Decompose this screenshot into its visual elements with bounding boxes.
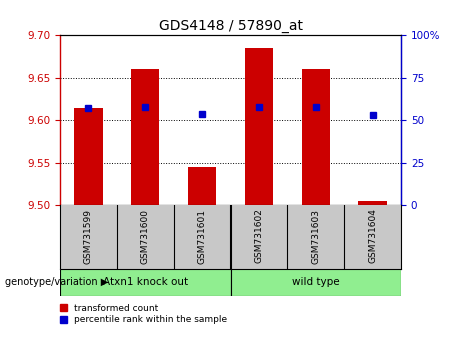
Bar [245, 48, 273, 205]
Text: wild type: wild type [292, 277, 340, 287]
Text: genotype/variation ▶: genotype/variation ▶ [5, 277, 108, 287]
Text: GSM731603: GSM731603 [311, 209, 320, 263]
Bar [230, 269, 401, 296]
Bar [358, 201, 387, 205]
Title: GDS4148 / 57890_at: GDS4148 / 57890_at [159, 19, 302, 33]
Text: GSM731600: GSM731600 [141, 209, 150, 263]
Bar [74, 108, 102, 205]
Legend: transformed count, percentile rank within the sample: transformed count, percentile rank withi… [60, 304, 227, 324]
Text: GSM731601: GSM731601 [198, 209, 207, 263]
Text: Atxn1 knock out: Atxn1 knock out [103, 277, 188, 287]
Text: GSM731599: GSM731599 [84, 209, 93, 263]
Text: GSM731602: GSM731602 [254, 209, 263, 263]
Bar [60, 269, 230, 296]
Bar [301, 69, 330, 205]
Bar [131, 69, 160, 205]
Text: GSM731604: GSM731604 [368, 209, 377, 263]
Bar [188, 167, 216, 205]
